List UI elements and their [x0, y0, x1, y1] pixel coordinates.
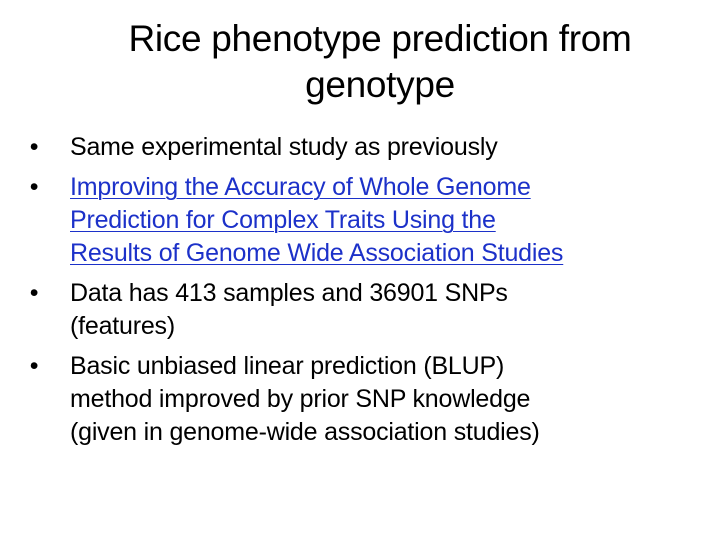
- bullet-line: (features): [70, 312, 175, 340]
- bullet-item-paper-link[interactable]: • Improving the Accuracy of Whole Genome…: [22, 171, 712, 270]
- bullet-text: Data has 413 samples and 36901 SNPs (fea…: [70, 277, 712, 343]
- link-line[interactable]: Results of Genome Wide Association Studi…: [70, 239, 564, 267]
- bullet-item-data: • Data has 413 samples and 36901 SNPs (f…: [22, 277, 712, 343]
- bullet-item-study: • Same experimental study as previously: [22, 131, 712, 164]
- bullet-line: Basic unbiased linear prediction (BLUP): [70, 352, 505, 380]
- bullet-line: Data has 413 samples and 36901 SNPs: [70, 279, 508, 307]
- slide-title: Rice phenotype prediction from genotype: [40, 16, 720, 108]
- bullet-line: method improved by prior SNP knowledge: [70, 385, 531, 413]
- title-line-2: genotype: [305, 64, 455, 105]
- title-line-1: Rice phenotype prediction from: [128, 18, 632, 59]
- bullet-dot-icon: •: [29, 173, 39, 201]
- bullet-dot-icon: •: [29, 352, 39, 380]
- bullet-line: Same experimental study as previously: [70, 133, 498, 161]
- bullet-list: • Same experimental study as previously …: [22, 131, 712, 456]
- bullet-item-method: • Basic unbiased linear prediction (BLUP…: [22, 350, 712, 449]
- bullet-dot-icon: •: [29, 279, 39, 307]
- link-line[interactable]: Prediction for Complex Traits Using the: [70, 206, 496, 234]
- link-line[interactable]: Improving the Accuracy of Whole Genome: [70, 173, 531, 201]
- bullet-text: Same experimental study as previously: [70, 131, 712, 164]
- bullet-text: Basic unbiased linear prediction (BLUP) …: [70, 350, 712, 449]
- bullet-line: (given in genome-wide association studie…: [70, 418, 540, 446]
- bullet-dot-icon: •: [29, 133, 39, 161]
- paper-link[interactable]: Improving the Accuracy of Whole Genome P…: [70, 171, 712, 270]
